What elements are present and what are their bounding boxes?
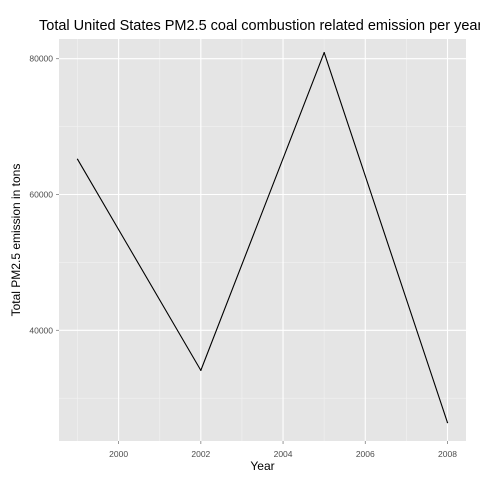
series-layer (76, 51, 449, 424)
minor-gridlines (59, 39, 466, 441)
x-tick-label: 2002 (191, 449, 210, 459)
y-axis-label: Total PM2.5 emission in tons (9, 164, 23, 317)
y-tick-label: 40000 (29, 325, 53, 335)
x-axis-ticks: 2000 2002 2004 2006 2008 (109, 441, 457, 459)
chart-title: Total United States PM2.5 coal combustio… (39, 18, 480, 34)
data-point (323, 51, 325, 54)
data-point (200, 369, 202, 371)
major-gridlines (59, 39, 466, 441)
x-tick-label: 2004 (274, 449, 293, 459)
x-tick-label: 2008 (438, 449, 457, 459)
data-point (76, 158, 79, 160)
series-line-0 (77, 52, 449, 423)
x-tick-label: 2000 (109, 449, 128, 459)
plot-panel (59, 39, 466, 441)
y-tick-label: 80000 (29, 54, 53, 64)
y-axis-ticks: 40000 60000 80000 (29, 54, 59, 335)
y-tick-label: 60000 (29, 190, 53, 200)
data-point (446, 422, 449, 424)
x-axis-label: Year (250, 459, 274, 473)
x-tick-label: 2006 (356, 449, 375, 459)
